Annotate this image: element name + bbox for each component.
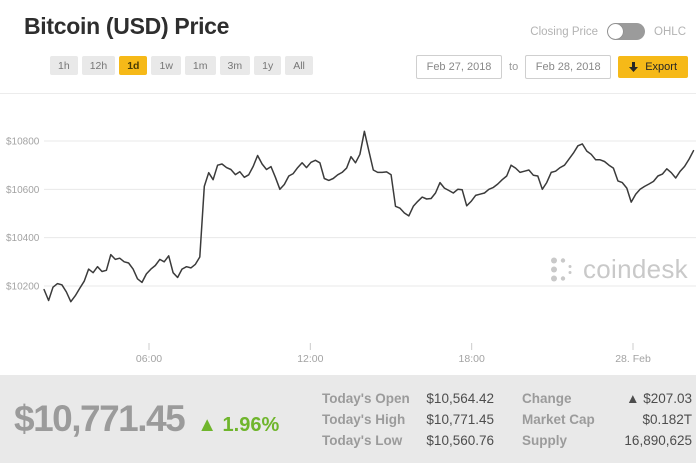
price-chart[interactable]: $10800 $10600 $10400 $10200 06:00 12:00 18:00 2… — [0, 94, 696, 375]
date-range-controls: to Export — [416, 55, 688, 79]
stats-today: Today's Open $10,564.42 Today's High $10,77… — [322, 391, 494, 448]
price-type-switch[interactable] — [607, 23, 646, 40]
current-price-block: $10,771.45 ▲ 1.96% — [14, 398, 306, 440]
page-title: Bitcoin (USD) Price — [24, 13, 230, 39]
market-stat-label: Change — [522, 390, 572, 406]
coindesk-logo-icon — [550, 257, 572, 282]
range-button-12h[interactable]: 12h — [81, 56, 116, 75]
price-line-series — [43, 130, 695, 303]
ohlc-label[interactable]: OHLC — [654, 25, 686, 38]
header: Bitcoin (USD) Price Closing Price OHLC — [0, 0, 696, 50]
price-type-toggle-row: Closing Price OHLC — [530, 23, 686, 40]
coindesk-wordmark: coindesk — [582, 254, 688, 284]
today-stat-label: Today's Open — [322, 390, 410, 406]
market-stat-value: 16,890,625 — [624, 432, 692, 448]
today-stat-value: $10,560.76 — [426, 432, 494, 448]
market-stat-value: ▲ $207.03 — [626, 390, 692, 406]
export-button-label: Export — [645, 61, 677, 73]
y-axis-tick-label: $10200 — [6, 282, 40, 293]
range-button-1d[interactable]: 1d — [119, 56, 148, 75]
range-button-1h[interactable]: 1h — [50, 56, 78, 75]
range-button-1w[interactable]: 1w — [151, 56, 181, 75]
date-from-input[interactable] — [416, 55, 503, 79]
x-axis-tick-label: 18:00 — [459, 353, 485, 365]
today-stat-value: $10,771.45 — [426, 411, 494, 427]
range-button-all[interactable]: All — [285, 56, 313, 75]
range-button-3m[interactable]: 3m — [219, 56, 251, 75]
date-range-to-label: to — [509, 61, 519, 73]
x-axis-tick-label: 06:00 — [136, 353, 162, 365]
y-axis-tick-label: $10400 — [6, 233, 40, 244]
range-button-1y[interactable]: 1y — [254, 56, 282, 75]
summary-bar: $10,771.45 ▲ 1.96% Today's Open $10,564.4… — [0, 375, 696, 463]
x-axis-tick-label: 28. Feb — [615, 353, 651, 365]
today-stat-value: $10,564.42 — [426, 390, 494, 406]
closing-price-label[interactable]: Closing Price — [530, 25, 599, 38]
coindesk-watermark: coindesk — [549, 254, 688, 285]
switch-knob-icon — [608, 24, 624, 39]
export-button[interactable]: Export — [618, 56, 688, 78]
today-stat-label: Today's Low — [322, 432, 403, 448]
x-axis-tick-label: 12:00 — [297, 353, 323, 365]
price-change-percent: ▲ 1.96% — [197, 414, 280, 436]
y-axis-tick-label: $10800 — [6, 137, 40, 148]
y-axis-tick-label: $10600 — [6, 185, 40, 196]
market-stat-label: Supply — [522, 432, 568, 448]
download-arrow-icon — [629, 61, 639, 72]
price-line-chart-svg: $10800 $10600 $10400 $10200 06:00 12:00 18:00 2… — [6, 130, 696, 365]
range-button-1m[interactable]: 1m — [184, 56, 216, 75]
stats-market: Change ▲ $207.03 Market Cap $0.182T Supply 16… — [522, 391, 692, 448]
market-stat-value: $0.182T — [642, 411, 692, 427]
date-to-input[interactable] — [525, 55, 612, 79]
current-price: $10,771.45 — [14, 398, 186, 439]
time-range-button-group: 1h 12h 1d 1w 1m 3m 1y All — [50, 56, 313, 75]
today-stat-label: Today's High — [322, 411, 406, 427]
market-stat-label: Market Cap — [522, 411, 595, 427]
